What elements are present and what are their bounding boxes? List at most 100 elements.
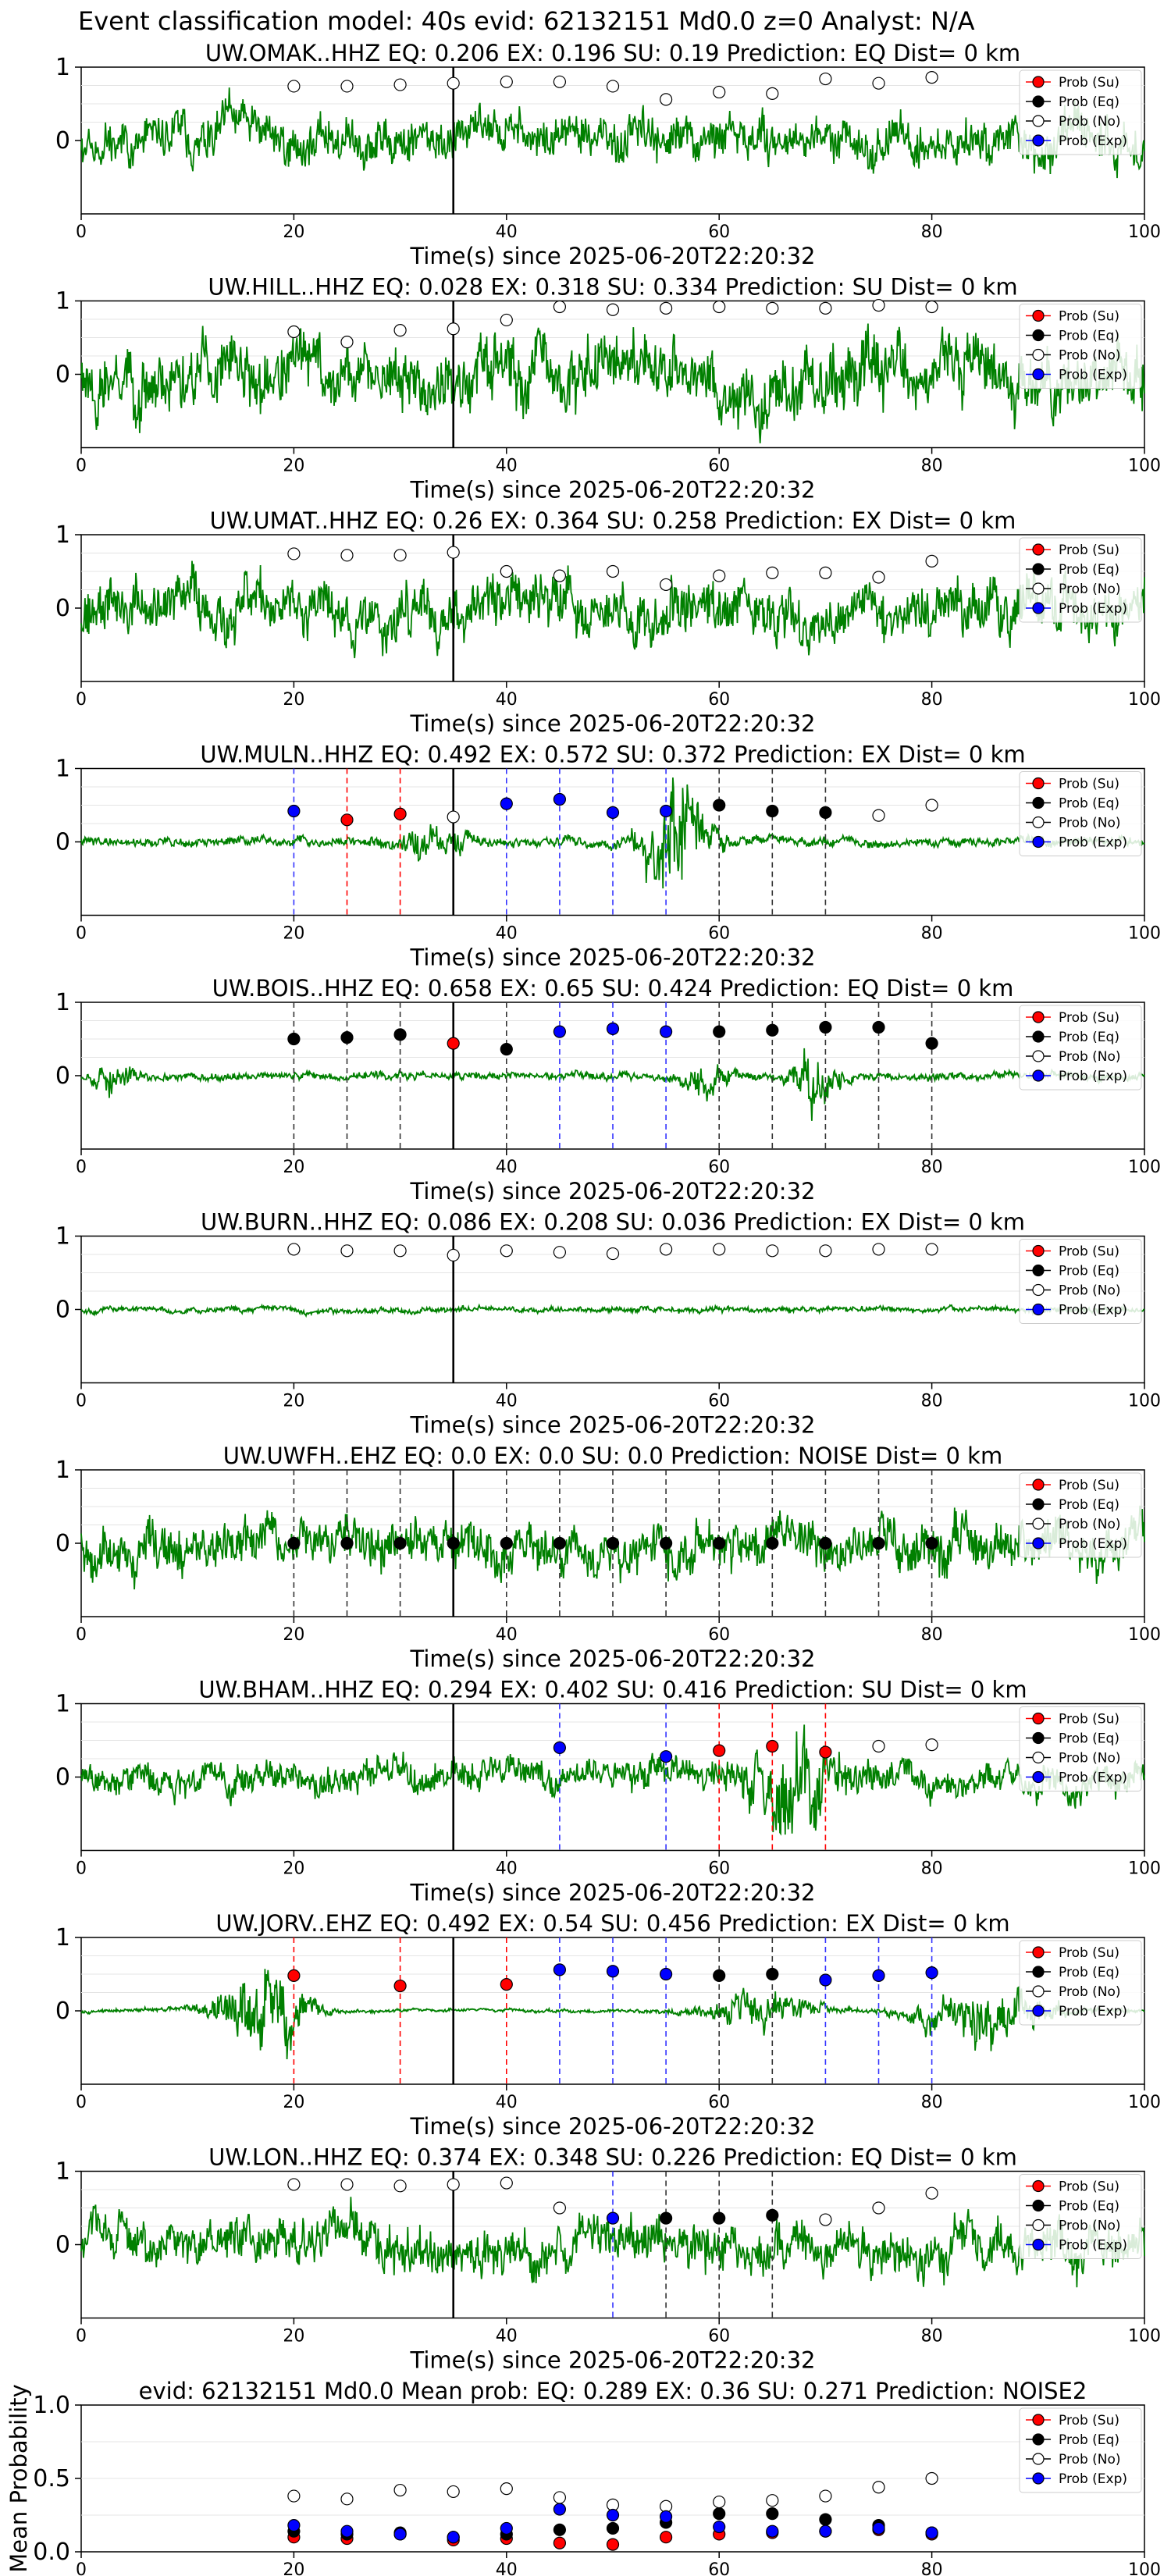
point-eq xyxy=(766,1967,779,1981)
point-no xyxy=(925,799,938,812)
x-tick-label: 0 xyxy=(76,2327,87,2347)
point-exp xyxy=(819,1973,832,1987)
point-eq xyxy=(287,1032,301,1046)
panel-4: UW.MULN..HHZ EQ: 0.492 EX: 0.572 SU: 0.3… xyxy=(55,742,1161,971)
point-no xyxy=(553,2491,567,2504)
panel-title: UW.BHAM..HHZ EQ: 0.294 EX: 0.402 SU: 0.4… xyxy=(198,1677,1027,1703)
point-no xyxy=(659,301,673,315)
panel-title: UW.BURN..HHZ EQ: 0.086 EX: 0.208 SU: 0.0… xyxy=(201,1209,1025,1236)
point-eq xyxy=(340,1031,354,1044)
point-no xyxy=(500,2482,513,2496)
x-tick-label: 20 xyxy=(283,1859,304,1879)
legend-label: Prob (No) xyxy=(1059,348,1121,364)
legend-marker-exp xyxy=(1032,2238,1045,2251)
panel-8: UW.BHAM..HHZ EQ: 0.294 EX: 0.402 SU: 0.4… xyxy=(55,1677,1161,1906)
point-no xyxy=(553,1246,567,1259)
point-no xyxy=(872,299,885,312)
x-tick-label: 0 xyxy=(76,1859,87,1879)
x-tick-label: 0 xyxy=(76,457,87,476)
point-eq xyxy=(766,1536,779,1550)
legend-marker-exp xyxy=(1032,1303,1045,1316)
point-eq xyxy=(766,804,779,818)
legend-marker-su xyxy=(1032,1946,1045,1959)
legend-label: Prob (Su) xyxy=(1059,1945,1119,1961)
legend-label: Prob (Su) xyxy=(1059,1478,1119,1493)
y-tick-label: 1 xyxy=(55,989,70,1016)
point-exp xyxy=(553,2503,567,2516)
x-tick-label: 100 xyxy=(1128,222,1161,242)
legend-marker-exp xyxy=(1032,602,1045,614)
x-tick-label: 100 xyxy=(1128,2093,1161,2112)
legend-label: Prob (Eq) xyxy=(1059,2432,1119,2448)
point-no xyxy=(553,75,567,88)
x-tick-label: 0 xyxy=(76,2560,87,2576)
point-exp xyxy=(659,804,673,818)
point-eq xyxy=(340,1536,354,1550)
point-no xyxy=(819,2489,832,2503)
x-axis-label: Time(s) since 2025-06-20T22:20:32 xyxy=(410,243,816,269)
point-no xyxy=(713,2495,726,2509)
legend-label: Prob (Su) xyxy=(1059,2413,1119,2428)
legend-box xyxy=(1019,771,1142,856)
x-tick-label: 80 xyxy=(921,222,943,242)
point-no xyxy=(872,76,885,90)
legend-marker-eq xyxy=(1032,2199,1045,2212)
point-no xyxy=(819,1244,832,1258)
x-tick-label: 80 xyxy=(921,2327,943,2347)
legend-marker-su xyxy=(1032,2414,1045,2426)
legend-box xyxy=(1019,1005,1142,1091)
point-no xyxy=(447,810,460,824)
legend-marker-no xyxy=(1032,1751,1045,1764)
point-eq xyxy=(766,2208,779,2222)
legend-label: Prob (Eq) xyxy=(1059,1731,1119,1747)
legend-label: Prob (Eq) xyxy=(1059,562,1119,578)
point-no xyxy=(925,71,938,84)
waveform-trace xyxy=(80,560,1145,659)
legend-label: Prob (Eq) xyxy=(1059,1497,1119,1513)
point-exp xyxy=(553,1741,567,1754)
point-no xyxy=(925,1243,938,1256)
point-no xyxy=(393,2483,407,2497)
legend-marker-su xyxy=(1032,2179,1045,2193)
point-eq xyxy=(553,2523,567,2536)
legend-label: Prob (Exp) xyxy=(1059,1069,1127,1084)
y-tick-label: 0 xyxy=(55,1998,70,2025)
x-tick-label: 40 xyxy=(496,1392,518,1411)
point-eq xyxy=(606,2521,620,2535)
panel-2: UW.HILL..HHZ EQ: 0.028 EX: 0.318 SU: 0.3… xyxy=(55,274,1161,503)
legend-marker-eq xyxy=(1032,1498,1045,1510)
x-tick-label: 20 xyxy=(283,2560,304,2576)
point-eq xyxy=(925,1536,938,1550)
point-eq xyxy=(713,2211,726,2225)
legend-marker-no xyxy=(1032,115,1045,127)
point-exp xyxy=(872,1969,885,1982)
point-no xyxy=(713,569,726,582)
x-axis-label: Time(s) since 2025-06-20T22:20:32 xyxy=(410,2347,816,2374)
y-tick-label: 1 xyxy=(55,1223,70,1251)
legend-marker-eq xyxy=(1032,2433,1045,2446)
point-exp xyxy=(925,2526,938,2539)
legend-marker-eq xyxy=(1032,1264,1045,1277)
legend-box xyxy=(1019,2174,1142,2259)
point-no xyxy=(553,569,567,582)
point-no xyxy=(872,809,885,822)
legend-marker-no xyxy=(1032,1517,1045,1530)
legend-marker-no xyxy=(1032,348,1045,361)
x-tick-label: 80 xyxy=(921,1859,943,1879)
x-tick-label: 20 xyxy=(283,2327,304,2347)
legend-label: Prob (Exp) xyxy=(1059,2471,1127,2487)
point-su xyxy=(659,2531,673,2544)
y-tick-label: 0 xyxy=(55,829,70,856)
legend-label: Prob (No) xyxy=(1059,114,1121,130)
point-no xyxy=(766,2494,779,2507)
legend-label: Prob (Su) xyxy=(1059,2179,1119,2195)
y-tick-label: 1.0 xyxy=(33,2392,70,2419)
point-no xyxy=(287,80,301,93)
point-exp xyxy=(925,1966,938,1980)
point-eq xyxy=(659,2211,673,2225)
y-axis-label: Mean Probability xyxy=(5,2384,32,2573)
legend-box xyxy=(1019,1239,1142,1324)
point-no xyxy=(500,313,513,327)
legend-label: Prob (Exp) xyxy=(1059,2004,1127,2019)
